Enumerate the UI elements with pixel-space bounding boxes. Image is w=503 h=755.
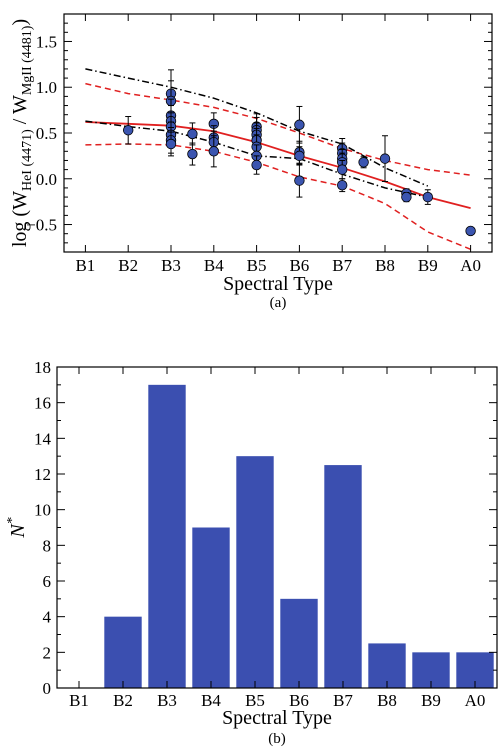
- y-tick-label: 1.5: [36, 32, 57, 51]
- bar-b4: [192, 527, 230, 688]
- bar-b2: [104, 616, 142, 688]
- data-point: [465, 225, 476, 237]
- x-tick-label: B2: [113, 691, 133, 710]
- x-tick-label: A0: [465, 691, 486, 710]
- x-axis-title-a: Spectral Type: [223, 273, 333, 295]
- data-point: [337, 178, 348, 193]
- axis-ticks-a: B1 B2 B3 B4 B5 B6 B7 B8 B9 A0 −0.5 0.0 0.5 1.0 1.5: [26, 13, 492, 275]
- fit-line-solid-0: [85, 121, 471, 209]
- marker: [337, 179, 348, 191]
- x-tick-label: B9: [421, 691, 441, 710]
- y-tick-label: 1.0: [36, 78, 57, 97]
- bar-b5: [236, 456, 274, 688]
- x-tick-label: B7: [333, 691, 353, 710]
- y-tick-label: 14: [34, 429, 52, 448]
- data-point: [208, 135, 220, 168]
- fit-lines-a: [85, 68, 471, 250]
- marker: [251, 159, 262, 171]
- y-tick-label: 12: [34, 465, 51, 484]
- y-axis-title-a-end: ): [9, 19, 31, 26]
- x-tick-label: B7: [332, 256, 352, 275]
- data-point: [358, 156, 369, 169]
- y-tick-label: 10: [34, 501, 51, 520]
- data-point: [165, 131, 177, 157]
- marker: [465, 225, 476, 237]
- x-tick-label: B6: [289, 256, 309, 275]
- x-tick-label: B8: [377, 691, 397, 710]
- y-axis-title-a-mid: / W: [9, 95, 31, 129]
- axis-ticks-b: B1 B2 B3 B4 B5 B6 B7 B8 B9 A0 0 2 4 6 8 10 12 14 16 18: [34, 358, 497, 710]
- y-tick-label: 6: [43, 572, 52, 591]
- marker: [122, 125, 134, 136]
- fit-line-dashdot-3: [85, 68, 429, 187]
- y-axis-title-a-part1: log (W: [9, 191, 31, 247]
- data-point: [294, 163, 305, 198]
- bar-b6: [280, 598, 318, 688]
- data-point: [251, 155, 262, 175]
- x-tick-label: B9: [418, 256, 438, 275]
- marker: [187, 128, 198, 140]
- panel-label-b: (b): [268, 731, 286, 747]
- data-point: [294, 105, 305, 144]
- x-tick-label: B5: [247, 256, 267, 275]
- data-point: [379, 135, 391, 183]
- x-tick-label: B3: [161, 256, 181, 275]
- y-tick-label: 0.0: [36, 170, 57, 189]
- marker: [358, 157, 369, 168]
- marker: [165, 138, 177, 150]
- data-point: [187, 122, 198, 146]
- x-tick-label: B2: [118, 256, 138, 275]
- y-tick-label: 16: [34, 394, 51, 413]
- y-tick-label: 4: [43, 608, 52, 627]
- y-axis-title-b-sup: *: [5, 517, 20, 524]
- y-axis-title-b: N*: [5, 517, 29, 538]
- marker: [187, 148, 198, 160]
- data-point: [422, 189, 434, 205]
- x-tick-label: B1: [75, 256, 95, 275]
- y-axis-title-a-sub2: MgII (4481): [20, 25, 35, 95]
- chart-panel-b: B1 B2 B3 B4 B5 B6 B7 B8 B9 A0 0 2 4 6 8 10 12 14 16 18 Spec…: [5, 358, 498, 747]
- y-tick-label: 18: [34, 358, 51, 377]
- y-tick-label: 8: [43, 536, 52, 555]
- x-tick-label: B3: [157, 691, 177, 710]
- data-point: [294, 146, 305, 166]
- data-point: [187, 142, 198, 166]
- fit-line-dashed-2: [85, 143, 471, 250]
- x-tick-label: A0: [460, 256, 481, 275]
- x-tick-label: B4: [204, 256, 224, 275]
- bar-b7: [324, 465, 362, 688]
- fit-line-dashed-1: [85, 82, 471, 176]
- y-axis-title-a: log (WHeI (4471) / WMgII (4481)): [9, 19, 35, 247]
- y-axis-title-b-main: N: [7, 523, 29, 539]
- bars-b: [104, 384, 494, 688]
- marker: [422, 191, 434, 203]
- data-point: [122, 116, 134, 145]
- bar-b3: [148, 384, 186, 688]
- panel-label-a: (a): [270, 295, 287, 311]
- marker: [294, 175, 305, 186]
- x-axis-title-b: Spectral Type: [222, 707, 332, 729]
- chart-panel-a: B1 B2 B3 B4 B5 B6 B7 B8 B9 A0 −0.5 0.0 0.5 1.0 1.5 Spe…: [9, 13, 493, 311]
- data-points-a: [122, 69, 476, 237]
- y-tick-label: 0.5: [36, 124, 57, 143]
- y-axis-title-a-sub1: HeI (4471): [20, 129, 35, 191]
- x-tick-label: B6: [289, 691, 309, 710]
- bar-b8: [368, 643, 406, 688]
- x-tick-label: B1: [69, 691, 89, 710]
- data-point: [401, 191, 412, 203]
- x-tick-label: B8: [375, 256, 395, 275]
- marker: [208, 146, 220, 157]
- y-tick-label: 2: [43, 643, 52, 662]
- x-tick-label: B4: [201, 691, 221, 710]
- marker: [401, 191, 412, 203]
- marker: [294, 150, 305, 162]
- y-tick-label: 0: [43, 679, 52, 698]
- y-tick-label: −0.5: [26, 216, 57, 235]
- marker: [337, 164, 348, 175]
- x-tick-label: B5: [245, 691, 265, 710]
- marker: [379, 153, 391, 164]
- marker: [294, 119, 305, 130]
